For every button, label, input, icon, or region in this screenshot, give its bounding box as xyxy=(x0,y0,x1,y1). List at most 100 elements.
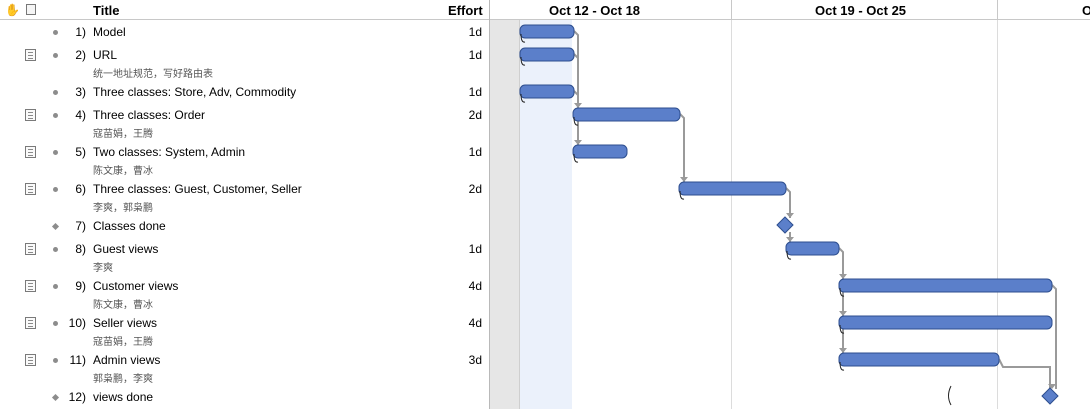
task-effort[interactable]: 1d xyxy=(468,85,482,99)
note-column-icon[interactable] xyxy=(26,4,36,15)
note-icon[interactable] xyxy=(25,109,36,121)
task-number: 2) xyxy=(75,48,86,62)
week-separator xyxy=(997,0,998,20)
task-row[interactable]: 11) Admin views 郭枭鹏，李爽 3d xyxy=(0,352,489,385)
dependency-line xyxy=(998,358,1051,389)
dependency-arrow xyxy=(839,311,847,316)
note-icon[interactable] xyxy=(25,243,36,255)
task-assignees: 陈文康，曹冰 xyxy=(93,300,153,311)
task-bar-bracket xyxy=(520,56,526,66)
task-effort[interactable]: 1d xyxy=(468,25,482,39)
task-title[interactable]: URL xyxy=(93,48,118,62)
task-bar-bracket xyxy=(573,153,579,163)
dependency-arrow xyxy=(680,177,688,182)
task-bar[interactable] xyxy=(838,278,1053,293)
dependency-line xyxy=(573,53,579,108)
task-effort[interactable]: 1d xyxy=(468,242,482,256)
task-title[interactable]: Guest views xyxy=(93,242,159,256)
gantt-chart: Oct 12 - Oct 18 Oct 19 - Oct 25 O xyxy=(490,0,1090,409)
milestone-bullet-icon xyxy=(51,393,60,402)
effort-column-header[interactable]: Effort xyxy=(448,3,483,18)
task-row[interactable]: 8) Guest views 李爽 1d xyxy=(0,241,489,274)
task-bar[interactable] xyxy=(838,352,1000,367)
title-column-header[interactable]: Title xyxy=(93,3,120,18)
task-bar[interactable] xyxy=(519,47,575,62)
week-label-2: Oct 19 - Oct 25 xyxy=(815,3,907,18)
task-title[interactable]: views done xyxy=(93,390,154,404)
task-bullet-icon xyxy=(53,53,58,58)
task-bar[interactable] xyxy=(572,107,681,122)
task-effort[interactable]: 1d xyxy=(468,48,482,62)
task-title[interactable]: Classes done xyxy=(93,219,166,233)
note-icon[interactable] xyxy=(25,146,36,158)
week-label-1: Oct 12 - Oct 18 xyxy=(549,3,641,18)
task-title[interactable]: Model xyxy=(93,25,126,39)
task-bar[interactable] xyxy=(838,315,1053,330)
task-bullet-icon xyxy=(53,187,58,192)
task-title[interactable]: Seller views xyxy=(93,316,158,330)
task-row[interactable]: 12) views done xyxy=(0,389,489,409)
week-label-3: O xyxy=(1082,3,1090,18)
task-title[interactable]: Three classes: Guest, Customer, Seller xyxy=(93,182,302,196)
task-assignees: 陈文康，曹冰 xyxy=(93,166,153,177)
task-row[interactable]: 6) Three classes: Guest, Customer, Seller… xyxy=(0,181,489,214)
task-title[interactable]: Two classes: System, Admin xyxy=(93,145,246,159)
task-bullet-icon xyxy=(53,30,58,35)
task-number: 9) xyxy=(75,279,86,293)
outline-pane: ✋ Title Effort 1) Model 1d 2) URL 统一地址规范，写好路由… xyxy=(0,0,489,409)
task-row[interactable]: 5) Two classes: System, Admin 陈文康，曹冰 1d xyxy=(0,144,489,177)
task-bar[interactable] xyxy=(519,24,575,39)
task-bar[interactable] xyxy=(785,241,840,256)
task-row[interactable]: 10) Seller views 寇苗娟，王腾 4d xyxy=(0,315,489,348)
weekend-column xyxy=(490,20,519,409)
milestone-bracket xyxy=(948,385,952,406)
dependency-arrow xyxy=(839,274,847,279)
dependency-arrow xyxy=(786,237,794,242)
task-title[interactable]: Three classes: Store, Adv, Commodity xyxy=(93,85,297,99)
task-number: 5) xyxy=(75,145,86,159)
task-bar[interactable] xyxy=(572,144,628,159)
note-icon[interactable] xyxy=(25,280,36,292)
task-title[interactable]: Customer views xyxy=(93,279,179,293)
task-effort[interactable]: 4d xyxy=(468,316,482,330)
task-effort[interactable]: 3d xyxy=(468,353,482,367)
task-bar[interactable] xyxy=(678,181,787,196)
task-number: 12) xyxy=(68,390,86,404)
today-column xyxy=(519,20,572,409)
dependency-line xyxy=(838,247,844,279)
task-bullet-icon xyxy=(53,113,58,118)
task-bullet-icon xyxy=(53,90,58,95)
note-icon[interactable] xyxy=(25,49,36,61)
task-row[interactable]: 4) Three classes: Order 寇苗娟，王腾 2d xyxy=(0,107,489,140)
task-effort[interactable]: 4d xyxy=(468,279,482,293)
task-row[interactable]: 3) Three classes: Store, Adv, Commodity 1d xyxy=(0,84,489,104)
task-row[interactable]: 2) URL 统一地址规范，写好路由表 1d xyxy=(0,47,489,80)
task-effort[interactable]: 2d xyxy=(468,108,482,122)
task-number: 1) xyxy=(75,25,86,39)
milestone-diamond[interactable] xyxy=(776,216,794,234)
task-title[interactable]: Three classes: Order xyxy=(93,108,206,122)
task-number: 8) xyxy=(75,242,86,256)
timeline-header: Oct 12 - Oct 18 Oct 19 - Oct 25 O xyxy=(490,0,1090,20)
note-icon[interactable] xyxy=(25,317,36,329)
task-row[interactable]: 1) Model 1d xyxy=(0,24,489,44)
week-separator xyxy=(731,0,732,20)
milestone-diamond[interactable] xyxy=(1041,387,1059,405)
task-bar-bracket xyxy=(520,93,526,103)
task-bullet-icon xyxy=(53,150,58,155)
note-icon[interactable] xyxy=(25,183,36,195)
task-effort[interactable]: 2d xyxy=(468,182,482,196)
note-icon[interactable] xyxy=(25,354,36,366)
task-bar-bracket xyxy=(839,324,845,334)
outline-header: ✋ Title Effort xyxy=(0,0,489,20)
task-title[interactable]: Admin views xyxy=(93,353,161,367)
hand-icon[interactable]: ✋ xyxy=(5,3,20,17)
task-bar[interactable] xyxy=(519,84,575,99)
task-row[interactable]: 7) Classes done xyxy=(0,218,489,238)
dependency-line xyxy=(1051,284,1057,389)
task-assignees: 寇苗娟，王腾 xyxy=(93,337,153,348)
dependency-arrow xyxy=(1048,384,1056,389)
task-effort[interactable]: 1d xyxy=(468,145,482,159)
pane-divider[interactable] xyxy=(489,0,490,409)
task-row[interactable]: 9) Customer views 陈文康，曹冰 4d xyxy=(0,278,489,311)
